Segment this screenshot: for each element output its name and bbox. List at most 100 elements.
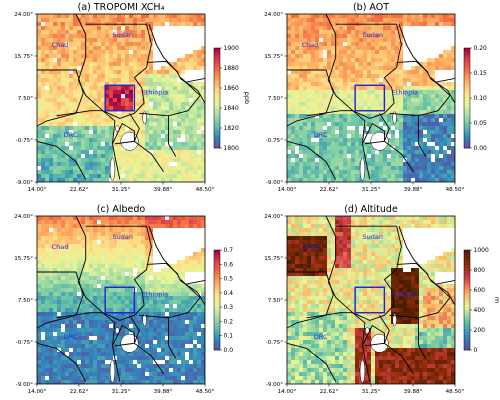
y-tick-label: 7.50°: [268, 96, 283, 102]
colorbar-segment: [464, 312, 470, 316]
colorbar-segment: [464, 93, 470, 96]
country-border: [168, 279, 201, 319]
colorbar-segment: [214, 108, 220, 111]
colorbar-segment: [464, 95, 470, 99]
lake: [370, 333, 389, 353]
colorbar-segment: [214, 265, 220, 268]
colorbar-segment: [214, 262, 220, 266]
colorbar-tick-label: 1860: [224, 85, 239, 92]
study-region-box: [354, 286, 386, 314]
colorbar-segment: [214, 275, 220, 278]
coastline: [180, 280, 205, 384]
colorbar-segment: [214, 140, 220, 144]
colorbar-tick-label: 200: [474, 327, 486, 334]
region-label-drc: DRC: [314, 333, 328, 341]
region-label-drc: DRC: [64, 333, 78, 341]
lake: [120, 131, 139, 151]
colorbar-segment: [214, 110, 220, 114]
colorbar-segment: [214, 292, 220, 296]
colorbar-tick-label: 0.7: [224, 247, 234, 254]
colorbar-segment: [464, 55, 470, 59]
y-tick-label: -0.75°: [16, 138, 33, 144]
colorbar-segment: [464, 292, 470, 296]
colorbar-segment: [464, 58, 470, 61]
colorbar-segment: [214, 88, 220, 91]
colorbar-segment: [464, 83, 470, 86]
colorbar-segment: [464, 125, 470, 129]
colorbar-segment: [214, 250, 220, 253]
x-tick-label: 31.25°: [362, 389, 381, 395]
colorbar-segment: [214, 267, 220, 271]
colorbar-segment: [214, 342, 220, 346]
colorbar-segment: [464, 118, 470, 121]
colorbar-segment: [214, 330, 220, 333]
colorbar-segment: [214, 272, 220, 276]
colorbar-tick-label: 0.6: [224, 261, 234, 268]
colorbar-segment: [214, 255, 220, 258]
x-tick-label: 14.00°: [278, 389, 297, 395]
colorbar-segment: [214, 130, 220, 134]
x-tick-label: 14.00°: [278, 187, 297, 193]
colorbar-segment: [214, 120, 220, 124]
colorbar-segment: [214, 100, 220, 104]
x-tick-label: 14.00°: [28, 389, 47, 395]
country-border: [56, 110, 103, 117]
colorbar-segment: [464, 335, 470, 338]
colorbar: 1900 1880 1860 1840 1820 1800 ppb: [213, 45, 251, 152]
country-border: [418, 77, 451, 117]
colorbar-segment: [214, 73, 220, 76]
y-tick-label: 15.75°: [14, 256, 33, 262]
colorbar-segment: [214, 93, 220, 96]
region-label-sudan: Sudan: [362, 31, 382, 39]
colorbar-segment: [214, 50, 220, 54]
colorbar-segment: [464, 277, 470, 281]
colorbar-tick-label: 1820: [224, 125, 239, 132]
colorbar-segment: [464, 63, 470, 66]
region-label-chad: Chad: [302, 41, 319, 49]
y-tick-label: -0.75°: [266, 340, 283, 346]
panel-2: Chad Sudan Ethiopia DRC (c) Albedo 14.00° 22.6…: [14, 204, 233, 395]
colorbar-tick-label: 0.3: [224, 304, 234, 311]
region-label-sudan: Sudan: [112, 233, 132, 241]
lake: [142, 313, 147, 327]
colorbar-segment: [464, 53, 470, 56]
colorbar-segment: [214, 68, 220, 71]
colorbar-segment: [214, 128, 220, 131]
colorbar-segment: [214, 332, 220, 336]
colorbar-segment: [464, 250, 470, 253]
panel-title: (a) TROPOMI XCH₄: [78, 2, 165, 13]
colorbar-segment: [464, 88, 470, 91]
region-label-ethiopia: Ethiopia: [392, 290, 418, 298]
panel-title: (c) Albedo: [97, 204, 146, 215]
y-tick-label: -9.00°: [266, 382, 283, 388]
colorbar-tick-label: 0.0: [224, 347, 234, 354]
colorbar-segment: [214, 282, 220, 286]
colorbar-segment: [214, 320, 220, 323]
colorbar-segment: [214, 95, 220, 99]
colorbar-segment: [214, 138, 220, 141]
y-tick-label: 24.00°: [14, 214, 33, 220]
country-border: [325, 14, 353, 112]
region-label-ethiopia: Ethiopia: [142, 290, 168, 298]
colorbar-segment: [464, 342, 470, 346]
colorbar-segment: [214, 75, 220, 79]
colorbar-segment: [214, 317, 220, 321]
y-tick-label: 7.50°: [18, 298, 33, 304]
region-label-ethiopia: Ethiopia: [142, 88, 168, 96]
x-tick-label: 39.88°: [404, 187, 423, 193]
map-area: [287, 216, 455, 384]
study-region-box: [354, 84, 386, 112]
colorbar-segment: [214, 90, 220, 94]
colorbar-segment: [464, 282, 470, 286]
country-border: [37, 69, 84, 127]
colorbar-segment: [214, 277, 220, 281]
colorbar-segment: [464, 110, 470, 114]
colorbar-unit: m: [493, 297, 500, 303]
colorbar-segment: [464, 280, 470, 283]
country-border: [56, 312, 103, 319]
colorbar-segment: [214, 123, 220, 126]
country-border: [37, 342, 87, 382]
x-tick-label: 48.50°: [446, 187, 465, 193]
colorbar-segment: [214, 307, 220, 311]
colorbar-segment: [464, 103, 470, 106]
